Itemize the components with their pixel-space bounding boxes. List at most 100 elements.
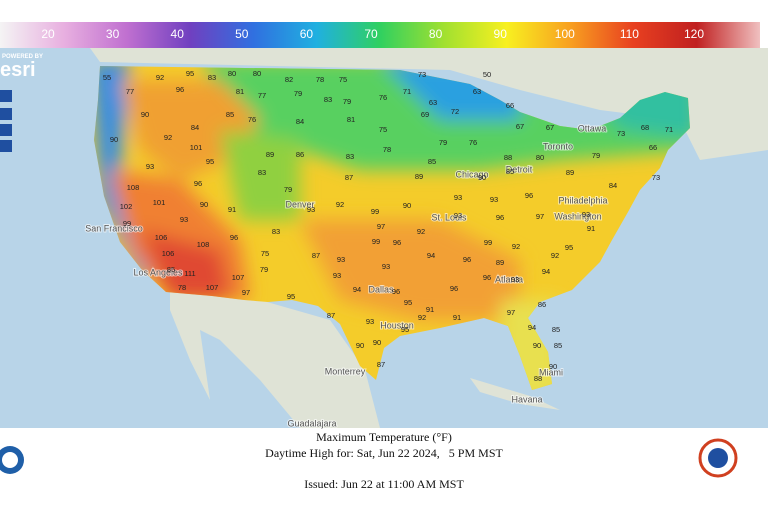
- temperature-label: 95: [404, 298, 412, 307]
- city-label: Atlanta: [495, 274, 523, 284]
- temperature-label: 55: [103, 73, 111, 82]
- temperature-label: 83: [324, 95, 332, 104]
- collapse-button[interactable]: [0, 90, 12, 102]
- city-label: Toronto: [543, 141, 573, 151]
- temperature-label: 82: [285, 75, 293, 84]
- temperature-label: 87: [327, 311, 335, 320]
- temperature-label: 63: [429, 98, 437, 107]
- city-label: Denver: [285, 199, 314, 209]
- city-label: San Francisco: [85, 223, 143, 233]
- temperature-label: 96: [525, 191, 533, 200]
- temperature-label: 90: [200, 200, 208, 209]
- temperature-label: 88: [534, 374, 542, 383]
- temperature-label: 93: [454, 211, 462, 220]
- legend-bar: [0, 22, 760, 48]
- temperature-label: 79: [294, 89, 302, 98]
- temperature-label: 95: [287, 292, 295, 301]
- temperature-label: 93: [180, 215, 188, 224]
- temperature-label: 85: [506, 167, 514, 176]
- temperature-label: 89: [415, 172, 423, 181]
- legend-tick-label: 50: [235, 27, 249, 41]
- temperature-label: 78: [178, 283, 186, 292]
- temperature-label: 90: [533, 341, 541, 350]
- temperature-label: 78: [316, 75, 324, 84]
- color-legend: 20 30 40 50 60 70 80 90 100 110 120: [0, 22, 760, 48]
- city-label: Philadelphia: [558, 195, 607, 205]
- temperature-label: 96: [483, 273, 491, 282]
- temperature-label: 75: [339, 75, 347, 84]
- temperature-label: 90: [356, 341, 364, 350]
- legend-tick-label: 30: [106, 27, 120, 41]
- temperature-label: 101: [190, 143, 203, 152]
- temperature-label: 67: [546, 123, 554, 132]
- temperature-label: 89: [266, 150, 274, 159]
- temperature-label: 91: [426, 305, 434, 314]
- temperature-label: 77: [126, 87, 134, 96]
- temperature-label: 85: [167, 265, 175, 274]
- legend-tick-label: 20: [41, 27, 55, 41]
- temperature-label: 81: [236, 87, 244, 96]
- temperature-label: 79: [284, 185, 292, 194]
- brand: esri: [0, 59, 36, 81]
- temperature-label: 87: [345, 173, 353, 182]
- legend-tick-label: 120: [684, 27, 704, 41]
- temperature-label: 90: [403, 201, 411, 210]
- temperature-label: 87: [377, 360, 385, 369]
- temperature-label: 95: [565, 243, 573, 252]
- home-button[interactable]: [0, 124, 12, 136]
- temperature-label: 68: [641, 123, 649, 132]
- canada: [0, 48, 768, 160]
- temperature-label: 73: [418, 70, 426, 79]
- temperature-label: 83: [258, 168, 266, 177]
- temperature-label: 92: [512, 242, 520, 251]
- temperature-label: 73: [617, 129, 625, 138]
- city-label: Miami: [539, 367, 563, 377]
- temperature-label: 81: [347, 115, 355, 124]
- temperature-label: 99: [371, 207, 379, 216]
- temperature-label: 84: [296, 117, 304, 126]
- city-label: St. Louis: [431, 212, 467, 222]
- legend-tick-label: 60: [300, 27, 314, 41]
- temperature-label: 86: [538, 300, 546, 309]
- temperature-label: 73: [652, 173, 660, 182]
- temperature-label: 85: [552, 325, 560, 334]
- temperature-label: 86: [296, 150, 304, 159]
- temperature-label: 92: [551, 251, 559, 260]
- temperature-label: 99: [372, 237, 380, 246]
- temperature-label: 96: [450, 284, 458, 293]
- temperature-label: 108: [197, 240, 210, 249]
- city-label: Detroit: [506, 164, 533, 174]
- temperature-label: 94: [353, 285, 361, 294]
- mexico: [170, 290, 380, 428]
- temperature-label: 92: [417, 227, 425, 236]
- temperature-label: 72: [451, 107, 459, 116]
- zoom-in[interactable]: [0, 108, 12, 120]
- temperature-label: 96: [176, 85, 184, 94]
- temperature-label: 88: [504, 153, 512, 162]
- temperature-label: 93: [146, 162, 154, 171]
- noaa-logo-inner: [2, 452, 18, 468]
- footer-title: Maximum Temperature (°F): [316, 430, 452, 444]
- attribution: POWERED BY: [2, 54, 43, 60]
- temperature-label: 63: [473, 87, 481, 96]
- zoom-out[interactable]: [0, 140, 12, 152]
- temperature-label: 78: [383, 145, 391, 154]
- temperature-label: 96: [496, 213, 504, 222]
- temperature-label: 76: [469, 138, 477, 147]
- temperature-label: 80: [228, 69, 236, 78]
- legend-tick-label: 80: [429, 27, 443, 41]
- temperature-label: 106: [155, 233, 168, 242]
- temperature-label: 99: [123, 219, 131, 228]
- temperature-label: 79: [592, 151, 600, 160]
- temperature-label: 95: [401, 325, 409, 334]
- temperature-label: 83: [208, 73, 216, 82]
- temperature-label: 66: [506, 101, 514, 110]
- temperature-label: 94: [528, 323, 536, 332]
- footer: [0, 428, 768, 492]
- temperature-label: 90: [141, 110, 149, 119]
- temperature-label: 91: [228, 205, 236, 214]
- temperature-label: 75: [379, 125, 387, 134]
- temperature-label: 95: [186, 69, 194, 78]
- temperature-label: 90: [110, 135, 118, 144]
- temperature-label: 97: [536, 212, 544, 221]
